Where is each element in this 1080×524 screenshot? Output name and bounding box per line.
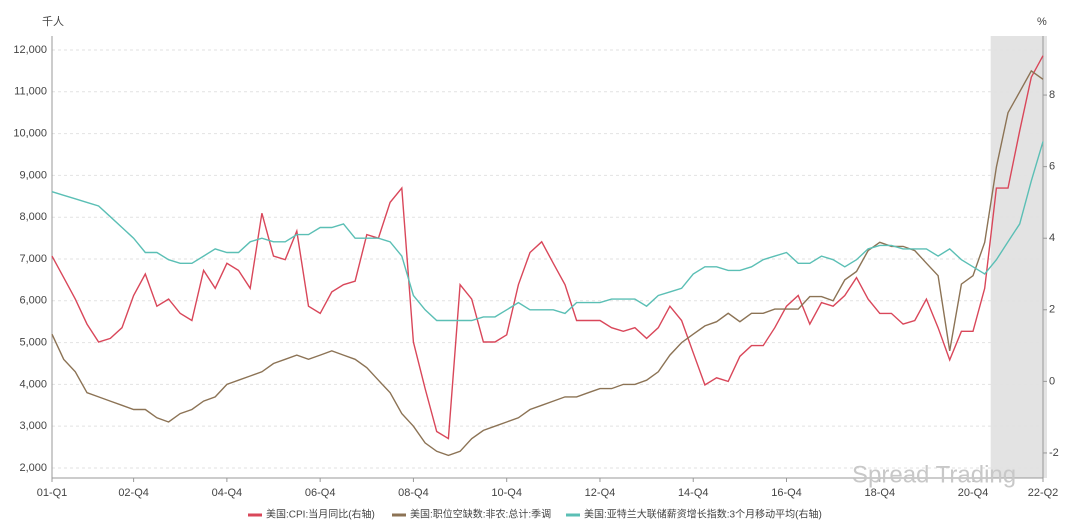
legend-label: 美国:职位空缺数:非农:总计:季调 bbox=[410, 508, 551, 521]
y2-tick-label: -2 bbox=[1049, 447, 1059, 459]
x-tick-label: 20-Q4 bbox=[958, 487, 989, 499]
y-tick-label: 4,000 bbox=[19, 378, 47, 390]
y-tick-label: 11,000 bbox=[14, 86, 47, 98]
y2-tick-label: 4 bbox=[1049, 232, 1055, 244]
y-tick-label: 3,000 bbox=[19, 420, 47, 432]
y2-tick-label: 8 bbox=[1049, 89, 1055, 101]
series-line bbox=[51, 55, 1044, 440]
x-tick-label: 16-Q4 bbox=[771, 487, 802, 499]
series-line bbox=[51, 69, 1044, 457]
x-tick-label: 02-Q4 bbox=[118, 487, 149, 499]
x-tick-label: 22-Q2 bbox=[1028, 487, 1059, 499]
y-tick-label: 5,000 bbox=[19, 336, 47, 348]
x-tick-label: 08-Q4 bbox=[398, 487, 429, 499]
x-tick-label: 10-Q4 bbox=[491, 487, 522, 499]
x-tick-label: 06-Q4 bbox=[305, 487, 336, 499]
y-tick-label: 2,000 bbox=[19, 462, 47, 474]
legend-item: 美国:CPI:当月同比(右轴) bbox=[248, 508, 375, 521]
x-tick-label: 18-Q4 bbox=[864, 487, 895, 499]
y-tick-label: 10,000 bbox=[13, 128, 47, 140]
y2-tick-label: 2 bbox=[1049, 304, 1055, 316]
x-tick-label: 04-Q4 bbox=[212, 487, 243, 499]
y-tick-label: 8,000 bbox=[19, 211, 47, 223]
legend-label: 美国:CPI:当月同比(右轴) bbox=[266, 508, 375, 521]
x-tick-label: 01-Q1 bbox=[37, 487, 68, 499]
legend-item: 美国:亚特兰大联储薪资增长指数:3个月移动平均(右轴) bbox=[566, 508, 822, 521]
y-tick-label: 6,000 bbox=[19, 295, 47, 307]
legend-item: 美国:职位空缺数:非农:总计:季调 bbox=[392, 508, 551, 521]
y-tick-label: 7,000 bbox=[19, 253, 47, 265]
x-tick-label: 14-Q4 bbox=[678, 487, 709, 499]
y-tick-label: 12,000 bbox=[13, 44, 47, 56]
series-line bbox=[51, 141, 1044, 322]
y2-tick-label: 0 bbox=[1049, 375, 1055, 387]
shaded-region bbox=[990, 36, 1047, 478]
x-tick-label: 12-Q4 bbox=[585, 487, 616, 499]
legend-label: 美国:亚特兰大联储薪资增长指数:3个月移动平均(右轴) bbox=[584, 508, 822, 521]
y-unit-label: 千人 bbox=[42, 15, 64, 28]
y2-unit-label: % bbox=[1037, 16, 1047, 28]
watermark: Spread Trading bbox=[852, 461, 1016, 488]
y2-tick-label: 6 bbox=[1049, 161, 1055, 173]
y-tick-label: 9,000 bbox=[19, 169, 47, 181]
